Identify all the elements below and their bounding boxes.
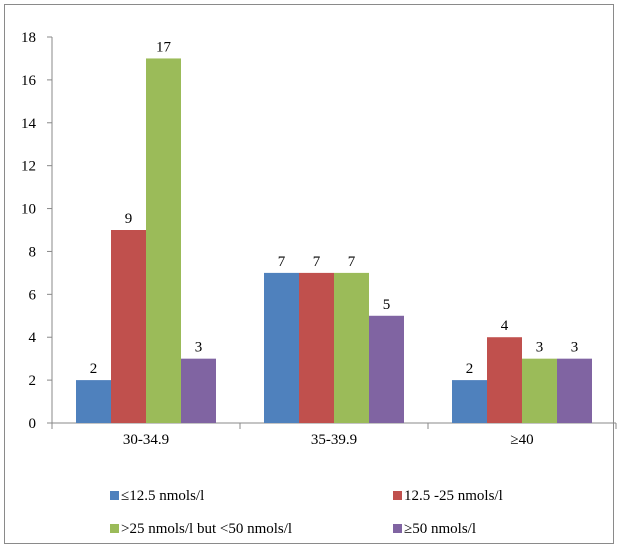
bar [111,230,146,423]
x-category-label: ≥40 [510,432,533,448]
y-tick-label: 2 [29,373,37,389]
bar-value-label: 9 [125,211,133,227]
x-category-label: 35-39.9 [311,432,357,448]
bar-value-label: 2 [466,361,474,377]
bar [334,272,369,423]
bar-value-label: 3 [195,340,203,356]
bar-value-label: 7 [348,254,356,270]
bar-value-label: 4 [501,318,509,334]
bar-value-label: 5 [383,297,391,313]
bar [369,315,404,423]
legend: ≤12.5 nmols/l 12.5 -25 nmols/l >25 nmols/l… [110,488,503,537]
bars [76,58,592,423]
bar [264,272,299,423]
data-labels: 2 9 17 3 7 7 7 5 2 4 3 3 [90,39,579,377]
legend-label: ≤12.5 nmols/l [121,488,204,504]
y-tick-label: 4 [29,330,37,346]
bar [452,380,487,423]
x-category-label: 30-34.9 [123,432,169,448]
bar-value-label: 3 [571,340,579,356]
bar [181,358,216,423]
y-tick-label: 18 [21,30,36,46]
legend-label: 12.5 -25 nmols/l [404,488,503,504]
bar-value-label: 7 [313,254,321,270]
legend-swatch [393,524,402,533]
bar [487,337,522,423]
y-tick-label: 8 [29,244,37,260]
y-tick-label: 0 [29,416,37,432]
bar [557,358,592,423]
y-tick-label: 12 [21,159,36,175]
y-tick-label: 10 [21,202,36,218]
legend-label: ≥50 nmols/l [404,521,476,537]
legend-swatch [393,491,402,500]
bar [146,58,181,423]
bar [522,358,557,423]
bar [299,272,334,423]
bar-value-label: 3 [536,340,544,356]
legend-swatch [110,491,119,500]
axes: 0 2 4 6 8 10 12 14 16 18 30-34.9 35-39.9 ≥40 [21,30,617,448]
y-tick-label: 14 [21,116,37,132]
bar [76,380,111,423]
legend-label: >25 nmols/l but <50 nmols/l [121,521,292,537]
chart-frame [4,4,614,544]
bar-value-label: 2 [90,361,98,377]
bar-value-label: 17 [156,39,172,55]
y-tick-label: 16 [21,73,37,89]
bar-value-label: 7 [278,254,286,270]
y-tick-label: 6 [29,287,37,303]
legend-swatch [110,524,119,533]
